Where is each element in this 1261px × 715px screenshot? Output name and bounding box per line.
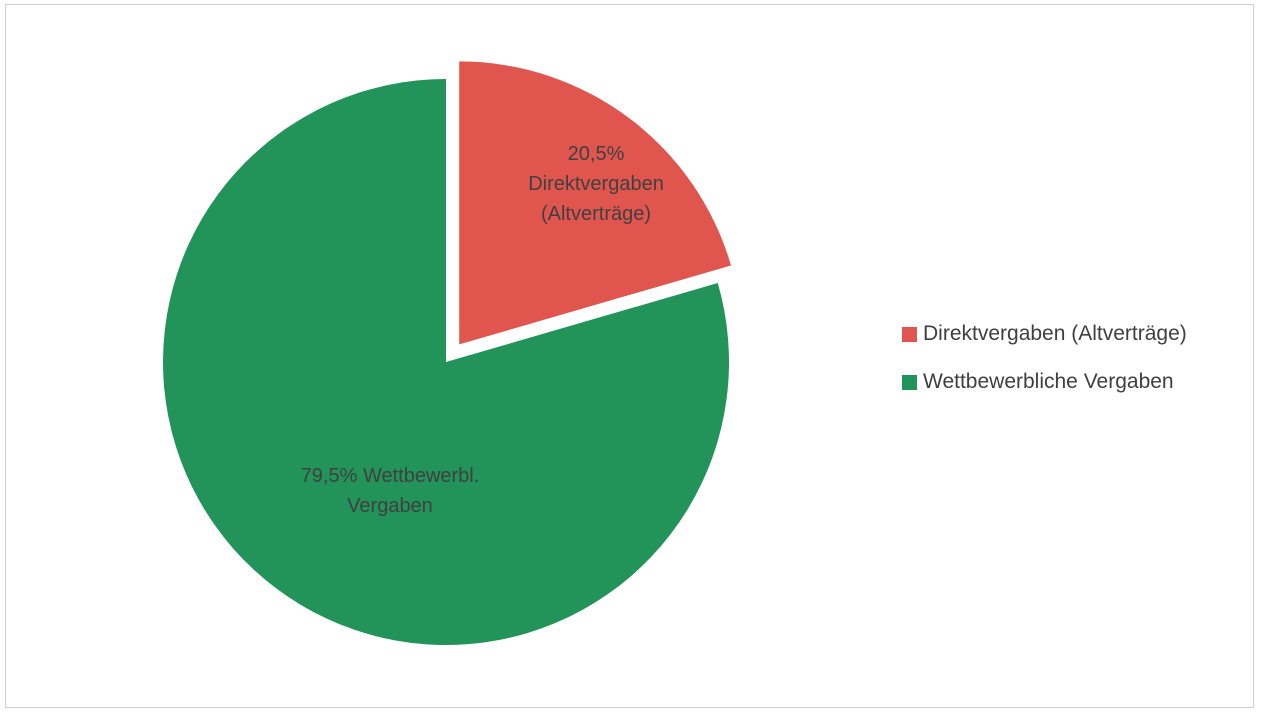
pie-slice-1 bbox=[162, 79, 730, 646]
pie-data-label-line: Direktvergaben bbox=[528, 173, 664, 195]
legend-swatch-wettbewerbliche bbox=[902, 374, 917, 390]
pie-data-label-line: 20,5% bbox=[568, 143, 625, 165]
pie-slice-0 bbox=[459, 61, 731, 345]
pie-data-label-0: 20,5% Direktvergaben (Altverträge) bbox=[528, 143, 664, 225]
legend-label-direktvergaben: Direktvergaben (Altverträge) bbox=[923, 322, 1187, 345]
pie-data-label-line: (Altverträge) bbox=[541, 203, 651, 225]
pie-data-label-line: Vergaben bbox=[347, 495, 433, 517]
legend-label-wettbewerbliche: Wettbewerbliche Vergaben bbox=[923, 370, 1174, 393]
pie-data-labels: 20,5% Direktvergaben (Altverträge) 79,5% We… bbox=[301, 143, 664, 517]
legend-swatch-direktvergaben bbox=[902, 326, 917, 342]
legend-item-wettbewerbliche: Wettbewerbliche Vergaben bbox=[902, 370, 1187, 394]
legend-item-direktvergaben: Direktvergaben (Altverträge) bbox=[902, 322, 1187, 346]
pie-slices bbox=[162, 61, 731, 646]
pie-data-label-1: 79,5% Wettbewerbl. Vergaben bbox=[301, 465, 480, 517]
chart-legend: Direktvergaben (Altverträge) Wettbewerbl… bbox=[902, 322, 1187, 418]
pie-data-label-line: 79,5% Wettbewerbl. bbox=[301, 465, 480, 487]
